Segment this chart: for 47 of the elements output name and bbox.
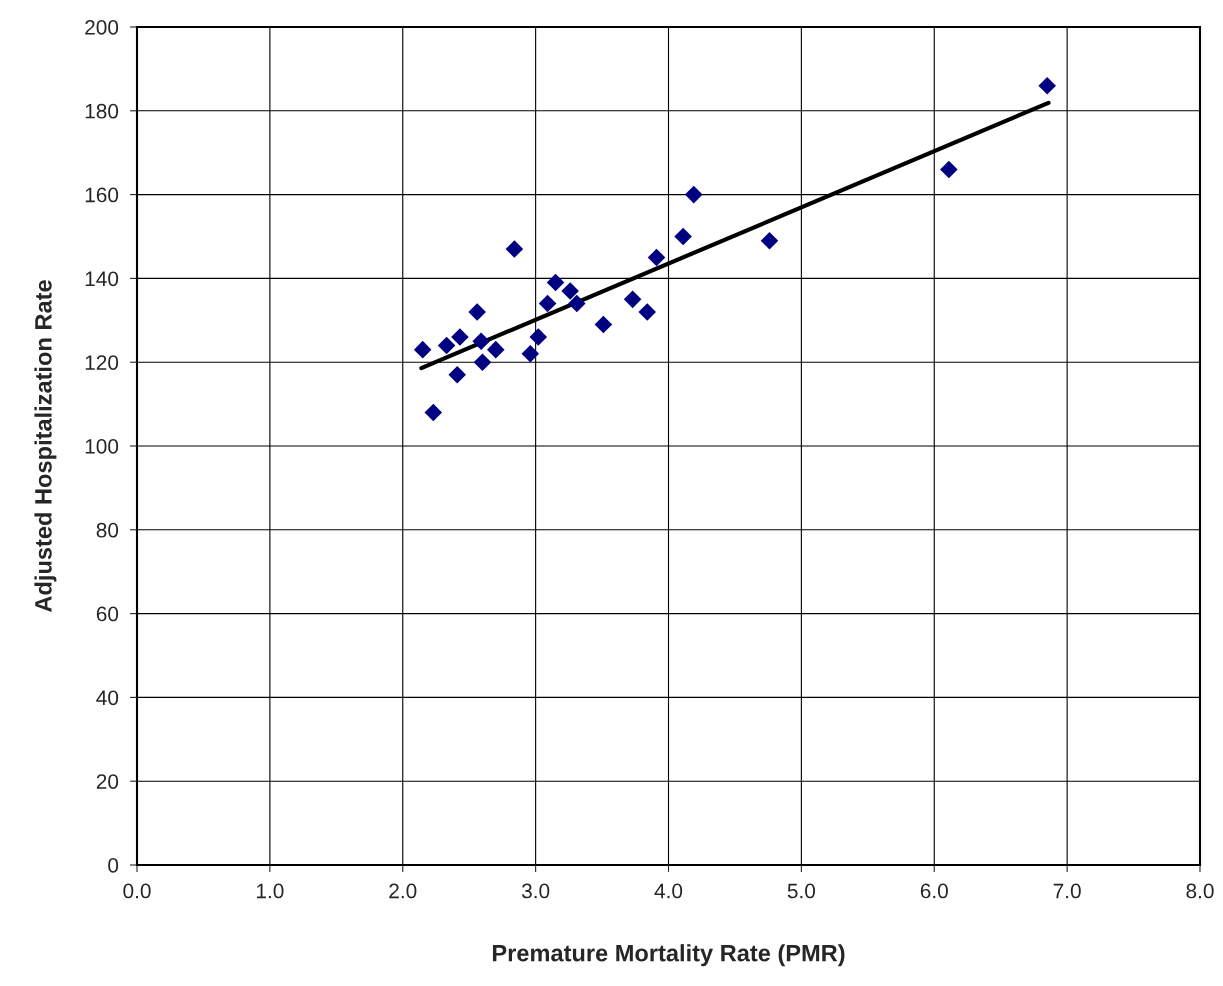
y-axis-title: Adjusted Hospitalization Rate [34, 280, 57, 612]
y-tick-label: 160 [85, 187, 119, 203]
y-tick-label: 80 [96, 522, 119, 538]
x-tick-label: 7.0 [1053, 883, 1081, 899]
point [472, 332, 490, 351]
x-tick-label: 6.0 [920, 883, 948, 899]
x-tick-label: 1.0 [256, 883, 284, 899]
point [413, 340, 432, 359]
y-tick-label: 120 [85, 355, 119, 370]
point [437, 336, 456, 355]
y-tick-label: 200 [85, 20, 119, 35]
point [468, 303, 486, 321]
point [505, 240, 524, 258]
x-tick-label: 8.0 [1186, 883, 1214, 899]
y-tick-label: 180 [85, 103, 119, 119]
point [623, 290, 642, 309]
x-tick-label: 2.0 [389, 883, 417, 899]
y-tick-label: 140 [85, 271, 119, 287]
x-tick-label: 3.0 [521, 883, 550, 899]
point [451, 328, 469, 346]
point [473, 353, 492, 371]
x-tick-label: 4.0 [654, 883, 683, 899]
point [684, 185, 703, 204]
point [940, 160, 958, 179]
y-tick-label: 100 [85, 439, 119, 454]
y-tick-label: 0 [108, 858, 119, 873]
y-tick-label: 40 [96, 690, 119, 706]
x-tick-label: 0.0 [123, 883, 151, 899]
point [546, 273, 565, 292]
point [529, 328, 548, 346]
y-tick-label: 20 [96, 774, 119, 789]
point [760, 231, 779, 250]
x-tick-label: 5.0 [787, 883, 816, 899]
point [594, 315, 613, 334]
point [424, 403, 443, 422]
point [638, 303, 657, 321]
point [561, 282, 579, 300]
point [674, 227, 692, 246]
point [486, 340, 505, 359]
x-axis-title: Premature Mortality Rate (PMR) [492, 944, 845, 967]
point [647, 248, 666, 267]
point [538, 294, 557, 313]
y-tick-label: 60 [96, 606, 119, 622]
point [448, 365, 467, 384]
point [568, 294, 586, 313]
point [1038, 76, 1056, 95]
point [521, 345, 540, 363]
